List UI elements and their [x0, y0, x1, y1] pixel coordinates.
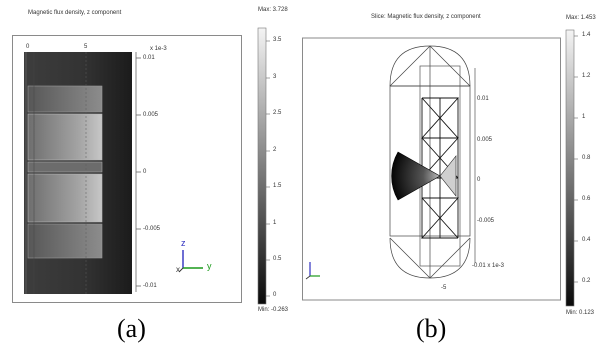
plot-b-bottom-tick-label: -0.01 x 1e-3 [472, 263, 505, 269]
colorbar-b-tick-4: 0.6 [582, 196, 591, 202]
plot-title-b: Slice: Magnetic flux density, z componen… [371, 14, 481, 20]
axis-label-x: x [176, 265, 180, 274]
colorbar-a-tick-3: 2 [273, 147, 277, 153]
colorbar-a-tick-6: 0.5 [273, 256, 282, 262]
plot-title-a: Magnetic flux density, z component [28, 10, 122, 16]
colorbar-b-tick-0: 1.4 [582, 32, 591, 38]
plot-area-b [389, 45, 476, 279]
axis-label-y: y [207, 261, 212, 271]
plot-frame-b [302, 37, 561, 301]
axis-triad-icon [178, 250, 203, 273]
colorbar-a-tick-5: 1 [273, 220, 277, 226]
colorbar-b [565, 29, 578, 307]
colorbar-b-tick-1: 1.2 [582, 73, 591, 79]
caption-a: (a) [117, 314, 146, 343]
plot-b-ytick-0: 0.01 [477, 96, 489, 102]
colorbar-a-max: Max: 3.728 [258, 7, 288, 13]
plot-a-ytick-0: 0.01 [143, 55, 155, 61]
colorbar-a-tick-7: 0 [273, 292, 277, 298]
caption-b: (b) [416, 314, 447, 343]
colorbar-a-tick-2: 2.5 [273, 110, 282, 116]
plot-b-ytick-2: 0 [477, 177, 481, 183]
colorbar-b-max: Max: 1.453 [566, 15, 596, 21]
plot-a-right-axis [135, 52, 141, 292]
colorbar-a [257, 27, 270, 305]
colorbar-a-tick-4: 1.5 [273, 183, 282, 189]
axis-triad-b-icon [305, 262, 320, 280]
plot-b-bottom-tick-0: -5 [441, 285, 447, 291]
plot-a-exponent: x 1e-3 [150, 46, 167, 52]
plot-a-ytick-1: 0.005 [143, 112, 159, 118]
colorbar-b-tick-6: 0.2 [582, 278, 591, 284]
plot-a-top-tick-1: 5 [84, 44, 88, 50]
colorbar-b-tick-2: 1 [582, 114, 586, 120]
plot-a-ytick-3: -0.005 [143, 226, 161, 232]
colorbar-b-tick-3: 0.8 [582, 155, 591, 161]
plot-a-ytick-4: -0.01 [143, 283, 157, 289]
plot-area-a [24, 52, 132, 294]
plot-a-top-tick-0: 0 [26, 44, 30, 50]
plot-frame-a [12, 35, 242, 303]
plot-b-ytick-3: -0.005 [477, 218, 495, 224]
colorbar-b-min: Min: 0.123 [566, 310, 595, 316]
colorbar-a-tick-0: 3.5 [273, 37, 282, 43]
colorbar-a-tick-1: 3 [273, 74, 277, 80]
colorbar-a-min: Min: -0.263 [258, 307, 289, 313]
plot-b-ytick-1: 0.005 [477, 137, 493, 143]
colorbar-b-tick-5: 0.4 [582, 237, 591, 243]
plot-a-ytick-2: 0 [143, 169, 147, 175]
axis-label-z: z [181, 238, 186, 248]
